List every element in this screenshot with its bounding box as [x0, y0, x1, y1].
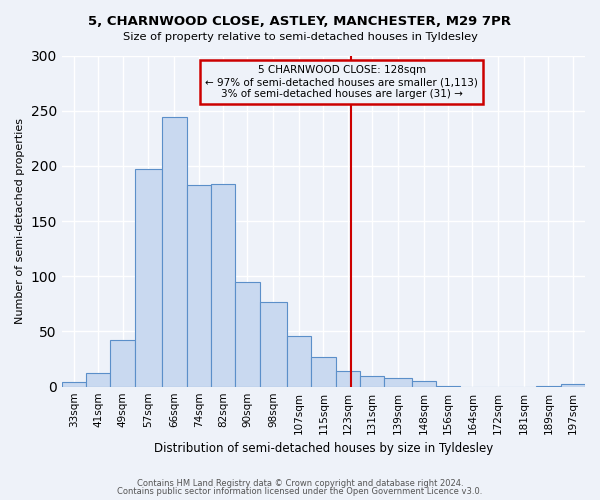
- Text: Contains public sector information licensed under the Open Government Licence v3: Contains public sector information licen…: [118, 487, 482, 496]
- Bar: [162, 118, 187, 386]
- Bar: [311, 357, 335, 386]
- Text: Contains HM Land Registry data © Crown copyright and database right 2024.: Contains HM Land Registry data © Crown c…: [137, 478, 463, 488]
- Bar: [135, 169, 162, 386]
- Bar: [110, 340, 135, 386]
- Bar: [211, 184, 235, 386]
- Bar: [335, 371, 360, 386]
- Bar: [560, 384, 585, 386]
- Bar: [412, 381, 436, 386]
- Bar: [360, 376, 384, 386]
- X-axis label: Distribution of semi-detached houses by size in Tyldesley: Distribution of semi-detached houses by …: [154, 442, 493, 455]
- Text: Size of property relative to semi-detached houses in Tyldesley: Size of property relative to semi-detach…: [122, 32, 478, 42]
- Bar: [235, 282, 260, 387]
- Text: 5 CHARNWOOD CLOSE: 128sqm
← 97% of semi-detached houses are smaller (1,113)
3% o: 5 CHARNWOOD CLOSE: 128sqm ← 97% of semi-…: [205, 66, 478, 98]
- Bar: [187, 184, 211, 386]
- Bar: [86, 374, 110, 386]
- Bar: [384, 378, 412, 386]
- Bar: [287, 336, 311, 386]
- Bar: [260, 302, 287, 386]
- Y-axis label: Number of semi-detached properties: Number of semi-detached properties: [15, 118, 25, 324]
- Bar: [62, 382, 86, 386]
- Text: 5, CHARNWOOD CLOSE, ASTLEY, MANCHESTER, M29 7PR: 5, CHARNWOOD CLOSE, ASTLEY, MANCHESTER, …: [89, 15, 511, 28]
